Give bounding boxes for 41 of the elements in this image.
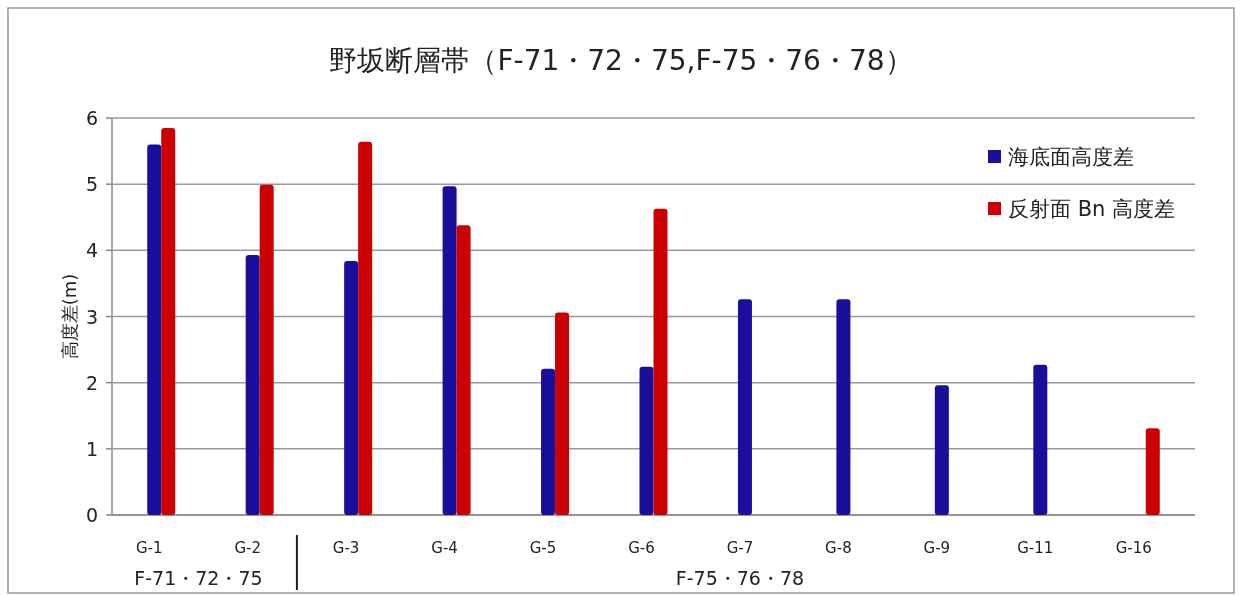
y-tick-label: 0	[85, 504, 98, 526]
bar	[1145, 428, 1160, 515]
bar	[1033, 364, 1048, 515]
bar	[934, 385, 949, 515]
bar	[358, 141, 373, 515]
x-tick-label: G-3	[332, 539, 360, 557]
x-tick-label: G-9	[923, 539, 951, 557]
legend-label: 海底面高度差	[1008, 145, 1134, 169]
x-tick-label: G-8	[825, 539, 852, 557]
x-tick-label: G-7	[726, 539, 754, 557]
y-tick-label: 6	[85, 107, 98, 129]
y-tick-label: 4	[85, 239, 98, 262]
legend-label: 反射面 Bn 高度差	[1008, 197, 1176, 221]
y-tick-label: 5	[85, 173, 98, 196]
bar	[541, 368, 556, 515]
y-tick-label: 1	[85, 437, 98, 460]
x-tick-label: G-16	[1115, 539, 1152, 557]
x-tick-label: G-2	[234, 539, 261, 557]
bar	[456, 225, 471, 515]
bar	[653, 208, 668, 515]
x-tick-label: G-6	[628, 539, 655, 557]
chart-title: 野坂断層帯（F-71・72・75,F-75・76・78）	[329, 44, 913, 77]
bar	[161, 127, 176, 515]
x-tick-label: G-4	[431, 539, 458, 557]
bar	[442, 186, 457, 515]
bar	[555, 312, 570, 515]
bar	[344, 260, 359, 515]
x-tick-label: G-5	[529, 539, 557, 557]
y-axis-title: 高度差(m)	[59, 273, 80, 360]
y-tick-label: 2	[85, 371, 98, 394]
y-tick-label: 3	[85, 305, 98, 328]
x-tick-label: G-1	[135, 539, 163, 557]
bar	[245, 254, 260, 515]
bar	[147, 144, 162, 515]
text: F-75・76・78	[675, 567, 805, 589]
bar	[259, 184, 274, 515]
bar	[836, 299, 851, 515]
text: F-71・72・75	[134, 567, 263, 589]
bar	[639, 366, 654, 515]
bar	[737, 299, 752, 515]
x-tick-label: G-11	[1017, 539, 1054, 557]
